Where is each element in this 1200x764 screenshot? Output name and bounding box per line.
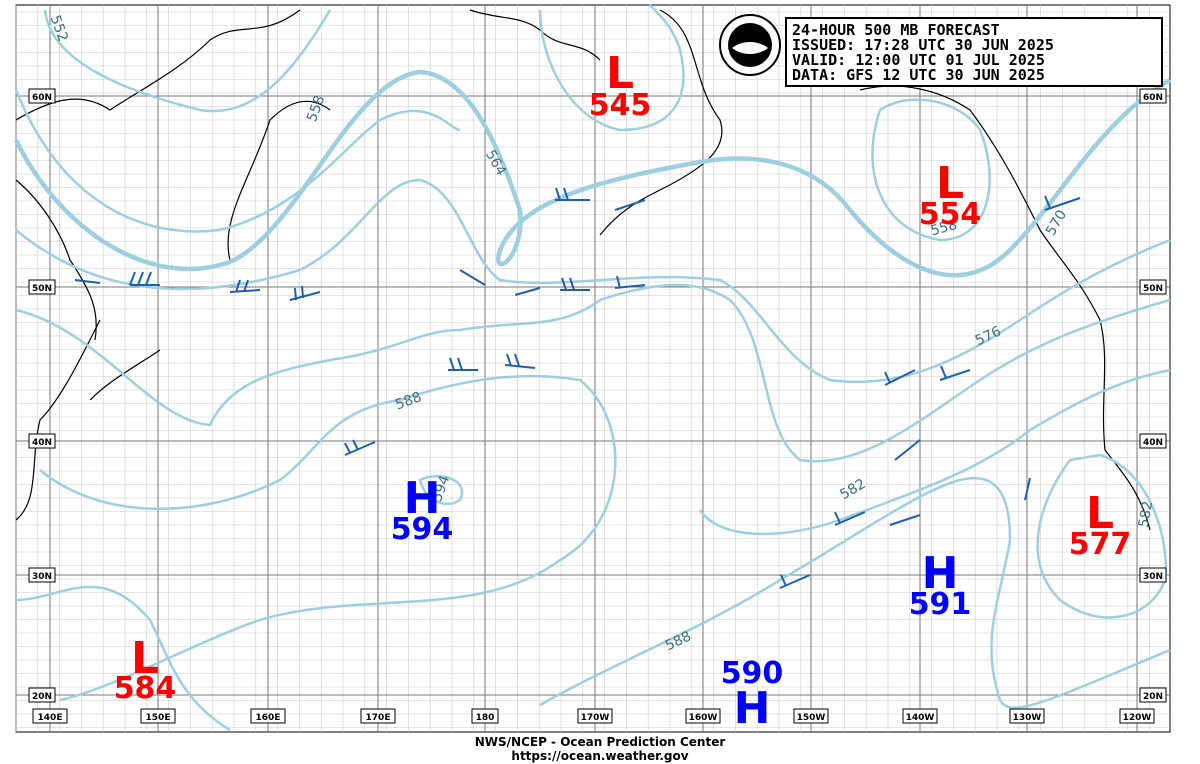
center-value: 545 bbox=[589, 88, 652, 123]
contour bbox=[539, 476, 1171, 709]
asia-coast bbox=[15, 9, 331, 521]
lat-label-box bbox=[28, 433, 56, 449]
lon-label-box bbox=[1009, 708, 1045, 724]
contour bbox=[15, 368, 1171, 732]
lon-label-box bbox=[32, 708, 68, 724]
lon-label-box bbox=[685, 708, 721, 724]
lon-label-box bbox=[902, 708, 938, 724]
lat-label: 40N bbox=[32, 438, 52, 448]
lon-label: 140W bbox=[906, 713, 935, 723]
lon-label: 150E bbox=[146, 713, 171, 723]
contour-label: 558 bbox=[929, 217, 959, 239]
lon-label-box bbox=[471, 708, 499, 724]
lon-label-box bbox=[1119, 708, 1155, 724]
lon-label-box bbox=[140, 708, 176, 724]
center-symbol: L bbox=[131, 633, 159, 684]
center-value: 591 bbox=[909, 587, 972, 622]
lon-label: 160E bbox=[256, 713, 281, 723]
lat-label-box bbox=[1139, 567, 1167, 583]
lon-label: 160W bbox=[689, 713, 718, 723]
center-value: 590 bbox=[721, 656, 784, 691]
center-symbol: H bbox=[734, 683, 771, 734]
lat-label: 50N bbox=[32, 284, 52, 294]
lon-label-box bbox=[793, 708, 829, 724]
lat-label-box bbox=[1139, 433, 1167, 449]
lat-label: 20N bbox=[1143, 692, 1163, 702]
center-symbol: H bbox=[404, 473, 441, 524]
lon-label: 170E bbox=[366, 713, 391, 723]
lon-label: 130W bbox=[1013, 713, 1042, 723]
lat-label: 40N bbox=[1143, 438, 1163, 448]
lat-label-box bbox=[28, 567, 56, 583]
contour bbox=[13, 69, 1172, 278]
lat-label-box bbox=[1139, 279, 1167, 295]
center-symbol: L bbox=[606, 48, 634, 99]
lon-label-box bbox=[250, 708, 286, 724]
lat-label-box bbox=[1139, 687, 1167, 703]
lon-label: 170W bbox=[581, 713, 610, 723]
header-line: 24-HOUR 500 MB FORECAST bbox=[792, 21, 1000, 39]
center-symbol: L bbox=[1086, 488, 1114, 539]
center-value: 584 bbox=[114, 671, 177, 706]
header-line: DATA: GFS 12 UTC 30 JUN 2025 bbox=[792, 66, 1045, 84]
footer-line: NWS/NCEP - Ocean Prediction Center bbox=[475, 735, 726, 749]
contour bbox=[39, 374, 617, 702]
header-line: ISSUED: 17:28 UTC 30 JUN 2025 bbox=[792, 36, 1054, 54]
lat-label: 30N bbox=[32, 572, 52, 582]
contour-label: 582 bbox=[1136, 500, 1156, 529]
header-line: VALID: 12:00 UTC 01 JUL 2025 bbox=[792, 51, 1045, 69]
lat-label: 60N bbox=[1143, 93, 1163, 103]
center-value: 594 bbox=[391, 512, 454, 547]
wind-barb bbox=[74, 187, 1081, 589]
lat-label-box bbox=[1139, 88, 1167, 104]
lat-label-box bbox=[28, 279, 56, 295]
lon-label: 140E bbox=[38, 713, 63, 723]
footer-line: https://ocean.weather.gov bbox=[511, 749, 688, 763]
lon-label: 180 bbox=[476, 713, 495, 723]
contour bbox=[15, 178, 1171, 384]
lat-label: 60N bbox=[32, 93, 52, 103]
contours bbox=[13, 4, 1172, 732]
contour bbox=[15, 283, 1171, 463]
lat-label: 50N bbox=[1143, 284, 1163, 294]
contour bbox=[1036, 453, 1167, 619]
lat-label: 30N bbox=[1143, 572, 1163, 582]
lat-label-box bbox=[28, 687, 56, 703]
lon-label: 120W bbox=[1123, 713, 1152, 723]
lon-label-box bbox=[577, 708, 613, 724]
contour bbox=[418, 474, 464, 506]
wind-barbs bbox=[74, 187, 1081, 589]
labels: 140E 150E 160E 170E 180 170W 160W 150W 140W 130W 1… bbox=[28, 13, 1167, 734]
center-value: 577 bbox=[1069, 527, 1132, 562]
lon-label: 150W bbox=[797, 713, 826, 723]
noaa-logo bbox=[719, 14, 781, 76]
center-symbol: H bbox=[922, 548, 959, 599]
center-symbol: L bbox=[936, 158, 964, 209]
lat-label-box bbox=[28, 88, 56, 104]
lat-label: 20N bbox=[32, 692, 52, 702]
contour bbox=[14, 9, 461, 233]
center-value: 554 bbox=[919, 197, 982, 232]
contour bbox=[538, 4, 991, 242]
lon-label-box bbox=[360, 708, 396, 724]
header-box bbox=[785, 17, 1163, 87]
